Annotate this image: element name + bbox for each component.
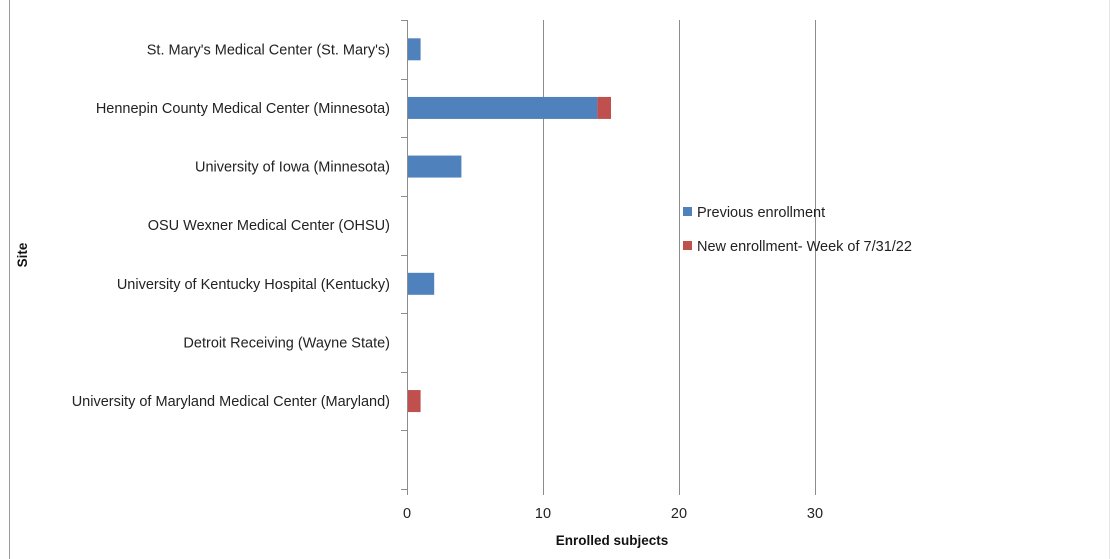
frame-right-border: [1109, 0, 1110, 559]
category-label: Detroit Receiving (Wayne State): [183, 335, 390, 351]
bar-previous-4: [407, 272, 435, 295]
category-label: OSU Wexner Medical Center (OHSU): [148, 218, 390, 234]
frame-left-border: [9, 0, 10, 559]
legend-swatch-previous: [683, 207, 692, 216]
x-axis-title: Enrolled subjects: [556, 533, 669, 548]
x-tick-label: 0: [403, 506, 411, 522]
bar-new-6: [407, 390, 421, 413]
legend: Previous enrollment New enrollment- Week …: [683, 205, 912, 255]
bar-new-1: [597, 96, 611, 119]
y-axis-title: Site: [15, 242, 30, 267]
category-label: University of Iowa (Minnesota): [195, 160, 390, 176]
category-label: University of Kentucky Hospital (Kentuck…: [117, 277, 390, 293]
bars: [407, 38, 611, 413]
legend-label-new: New enrollment- Week of 7/31/22: [697, 239, 912, 255]
bar-previous-2: [407, 155, 462, 178]
axes: [401, 20, 816, 495]
legend-swatch-new: [683, 241, 692, 250]
legend-label-previous: Previous enrollment: [697, 205, 825, 221]
bar-previous-0: [407, 38, 421, 61]
x-tick-label: 20: [671, 506, 687, 522]
category-label: St. Mary's Medical Center (St. Mary's): [147, 42, 390, 58]
category-labels: St. Mary's Medical Center (St. Mary's) He…: [72, 42, 390, 410]
x-tick-label: 30: [807, 506, 823, 522]
x-tick-labels: 0 10 20 30: [403, 506, 823, 522]
bar-previous-1: [407, 96, 598, 119]
category-label: University of Maryland Medical Center (M…: [72, 394, 390, 410]
x-tick-label: 10: [535, 506, 551, 522]
category-label: Hennepin County Medical Center (Minnesot…: [96, 101, 390, 117]
